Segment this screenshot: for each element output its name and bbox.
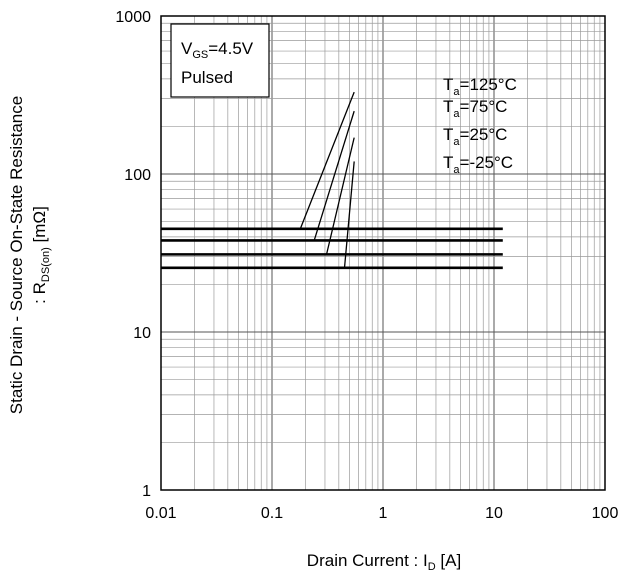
series-label-minus25-main: T: [443, 153, 453, 172]
x-tick-label: 100: [592, 505, 619, 522]
series-label-75-sub: a: [453, 108, 460, 120]
x-tick-label: 0.01: [145, 505, 176, 522]
series-label-25-sub: a: [453, 136, 460, 148]
series-leader-line-2: [325, 137, 355, 255]
series-label-minus25-sub: a: [453, 164, 460, 176]
series-label-75: Ta=75°C: [443, 97, 507, 120]
series-label-75-value: =75°C: [460, 97, 508, 116]
x-tick-label: 0.1: [261, 505, 283, 522]
x-axis-title-sub: D: [428, 561, 436, 573]
conditions-box: VGS=4.5V Pulsed: [170, 23, 270, 98]
y-axis-title-line2-pre: : R: [30, 282, 49, 304]
conditions-box-frame: [170, 23, 270, 98]
series-label-75-main: T: [443, 97, 453, 116]
series-label-25-main: T: [443, 125, 453, 144]
vgs-subscript: GS: [192, 49, 208, 61]
y-axis-title-line2: : RDS(on) [mΩ]: [30, 206, 52, 304]
x-axis-title: Drain Current : ID [A]: [307, 551, 461, 573]
series-leader-line-3: [343, 161, 355, 268]
series-label-125: Ta=125°C: [443, 75, 517, 98]
y-axis-title-line2-unit: [mΩ]: [30, 206, 49, 247]
y-tick-label: 1: [142, 483, 151, 500]
conditions-vgs: VGS=4.5V: [181, 39, 254, 61]
series-annotations: Ta=125°C Ta=75°C Ta=25°C Ta=-25°C: [443, 75, 517, 176]
x-tick-label: 1: [379, 505, 388, 522]
y-axis-title-line2-sub: DS(on): [40, 247, 52, 282]
series-label-125-value: =125°C: [460, 75, 517, 94]
series-leader-line-1: [313, 110, 355, 241]
y-tick-label: 10: [133, 325, 151, 342]
vgs-symbol: V: [181, 39, 193, 58]
series-label-25: Ta=25°C: [443, 125, 507, 148]
vgs-value: =4.5V: [208, 39, 254, 58]
plot-area-frame: [160, 15, 606, 491]
series-group: [161, 91, 503, 270]
series-label-125-sub: a: [453, 86, 460, 98]
series-label-minus25-value: =-25°C: [460, 153, 514, 172]
series-label-125-main: T: [443, 75, 453, 94]
tick-labels: 0.01 0.1 1 10 100 1 10 100 1000: [115, 9, 618, 522]
y-tick-label: 100: [124, 167, 151, 184]
y-tick-label: 1000: [115, 9, 151, 26]
x-axis-title-main: Drain Current : I: [307, 551, 428, 570]
y-axis-title-line1: Static Drain - Source On-State Resistanc…: [7, 96, 26, 414]
x-tick-label: 10: [485, 505, 503, 522]
series-leader-line-0: [299, 91, 355, 230]
x-axis-title-unit: [A]: [436, 551, 462, 570]
series-label-25-value: =25°C: [460, 125, 508, 144]
series-label-minus25: Ta=-25°C: [443, 153, 513, 176]
conditions-mode: Pulsed: [181, 68, 233, 87]
